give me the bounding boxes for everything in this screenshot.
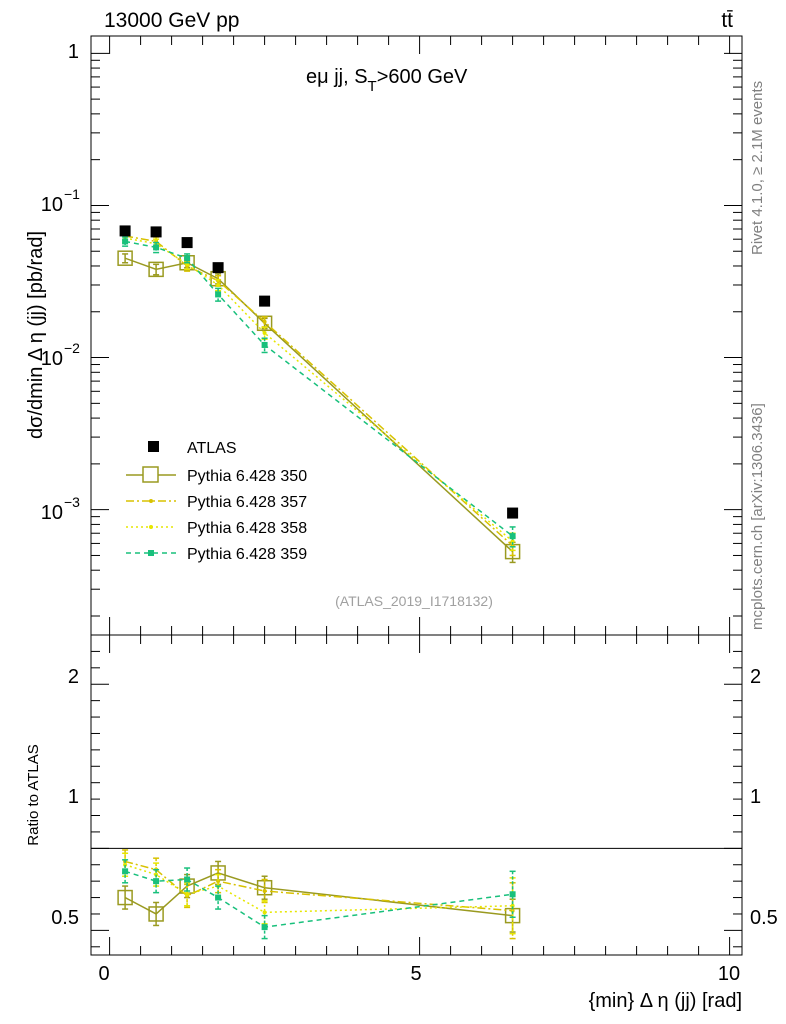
- main-point-pythia-6-428-350: [117, 250, 133, 266]
- y-tick-label-1e-2-base: 10: [41, 348, 63, 370]
- main-series-group: [117, 225, 521, 564]
- x-tick-0: 0: [98, 963, 109, 985]
- main-point-pythia-6-428-357: [262, 319, 267, 324]
- ratio-panel-frame: [90, 634, 743, 956]
- main-point-pythia-6-428-359: [184, 255, 191, 262]
- energy-label: 13000 GeV pp: [104, 9, 239, 32]
- ratio-y-axis-label: Ratio to ATLAS: [25, 744, 42, 845]
- main-line-pythia-6-428-357: [124, 235, 514, 547]
- main-ticks: [91, 36, 742, 635]
- x-tick-5: 5: [410, 963, 421, 985]
- legend: ATLAS Pythia 6.428 350 Pythia 6.428 357 …: [126, 440, 307, 563]
- ratio-point-pythia-6-428-358: [123, 862, 128, 867]
- main-point-pythia-6-428-359: [261, 341, 268, 348]
- legend-label-350: Pythia 6.428 350: [187, 468, 307, 485]
- main-y-axis-label: dσ/dmin Δ η (jj) [pb/rad]: [25, 231, 47, 439]
- legend-label-atlas: ATLAS: [187, 440, 237, 457]
- x-axis-label: {min} Δ η (jj) [rad]: [589, 990, 742, 1012]
- main-point-atlas: [119, 225, 131, 237]
- ratio-point-pythia-6-428-359: [509, 891, 516, 898]
- main-point-pythia-6-428-359: [153, 244, 160, 251]
- mcplots-label: mcplots.cern.ch [arXiv:1306.3436]: [749, 403, 766, 630]
- ratio-y-tick-0.5-left: 0.5: [51, 907, 79, 929]
- main-point-pythia-6-428-359: [509, 533, 516, 540]
- legend-marker-358: [149, 525, 153, 529]
- y-tick-label-1e-1-exp: −1: [64, 186, 80, 202]
- ratio-point-pythia-6-428-350: [148, 906, 164, 922]
- main-point-atlas: [212, 262, 224, 274]
- main-title: eμ jj, ST>600 GeV: [306, 66, 468, 95]
- x-tick-10: 10: [718, 963, 740, 985]
- legend-marker-357: [149, 499, 153, 503]
- ratio-point-pythia-6-428-359: [122, 868, 129, 875]
- ratio-point-pythia-6-428-358: [262, 910, 267, 915]
- legend-label-359: Pythia 6.428 359: [187, 546, 307, 563]
- main-point-atlas: [259, 295, 271, 307]
- legend-marker-350: [142, 466, 159, 483]
- main-point-atlas: [150, 226, 162, 238]
- ratio-series-group: [117, 849, 521, 940]
- y-tick-label-1e-3-exp: −3: [64, 494, 80, 510]
- ratio-y-tick-1-left: 1: [68, 786, 79, 808]
- ratio-point-pythia-6-428-359: [261, 924, 268, 931]
- ratio-point-pythia-6-428-350: [117, 889, 133, 906]
- ratio-point-pythia-6-428-358: [154, 872, 159, 877]
- ratio-point-pythia-6-428-358: [510, 903, 515, 908]
- ratio-point-pythia-6-428-359: [153, 878, 160, 885]
- legend-label-357: Pythia 6.428 357: [187, 494, 307, 511]
- main-point-pythia-6-428-358: [262, 331, 267, 336]
- ratio-y-tick-0.5-right: 0.5: [750, 907, 778, 929]
- ratio-point-pythia-6-428-358: [185, 892, 190, 897]
- main-line-pythia-6-428-350: [124, 257, 514, 553]
- analysis-id-label: (ATLAS_2019_I1718132): [335, 593, 493, 609]
- legend-label-358: Pythia 6.428 358: [187, 520, 307, 537]
- main-point-pythia-6-428-359: [215, 291, 222, 298]
- ratio-line-pythia-6-428-357: [124, 860, 513, 912]
- main-point-pythia-6-428-350: [148, 261, 164, 278]
- ratio-ticks: [91, 634, 742, 955]
- y-tick-label-1e-1-base: 10: [41, 194, 63, 216]
- ratio-y-tick-2-right: 2: [750, 666, 761, 688]
- main-line-pythia-6-428-358: [124, 237, 514, 542]
- main-point-pythia-6-428-358: [510, 539, 515, 544]
- rivet-version-label: Rivet 4.1.0, ≥ 2.1M events: [749, 81, 766, 255]
- ratio-y-tick-1-right: 1: [750, 786, 761, 808]
- ratio-point-pythia-6-428-359: [215, 894, 222, 901]
- main-point-pythia-6-428-358: [216, 282, 221, 287]
- legend-marker-359: [148, 550, 154, 556]
- main-point-atlas: [507, 507, 519, 519]
- ratio-line-pythia-6-428-350: [124, 872, 513, 917]
- ratio-line-pythia-6-428-359: [124, 870, 513, 928]
- ratio-y-tick-2-left: 2: [68, 666, 79, 688]
- process-label: tt̄: [721, 9, 733, 32]
- y-tick-label-1: 1: [68, 41, 79, 63]
- y-tick-label-1e-3-base: 10: [41, 502, 63, 524]
- ratio-point-pythia-6-428-357: [216, 879, 221, 884]
- legend-marker-atlas: [148, 441, 159, 452]
- ratio-point-pythia-6-428-359: [184, 876, 191, 883]
- y-tick-label-1e-2-exp: −2: [64, 340, 80, 356]
- main-point-pythia-6-428-359: [122, 238, 129, 245]
- main-point-atlas: [181, 237, 193, 249]
- ratio-line-pythia-6-428-358: [124, 864, 513, 914]
- ratio-point-pythia-6-428-357: [262, 889, 267, 893]
